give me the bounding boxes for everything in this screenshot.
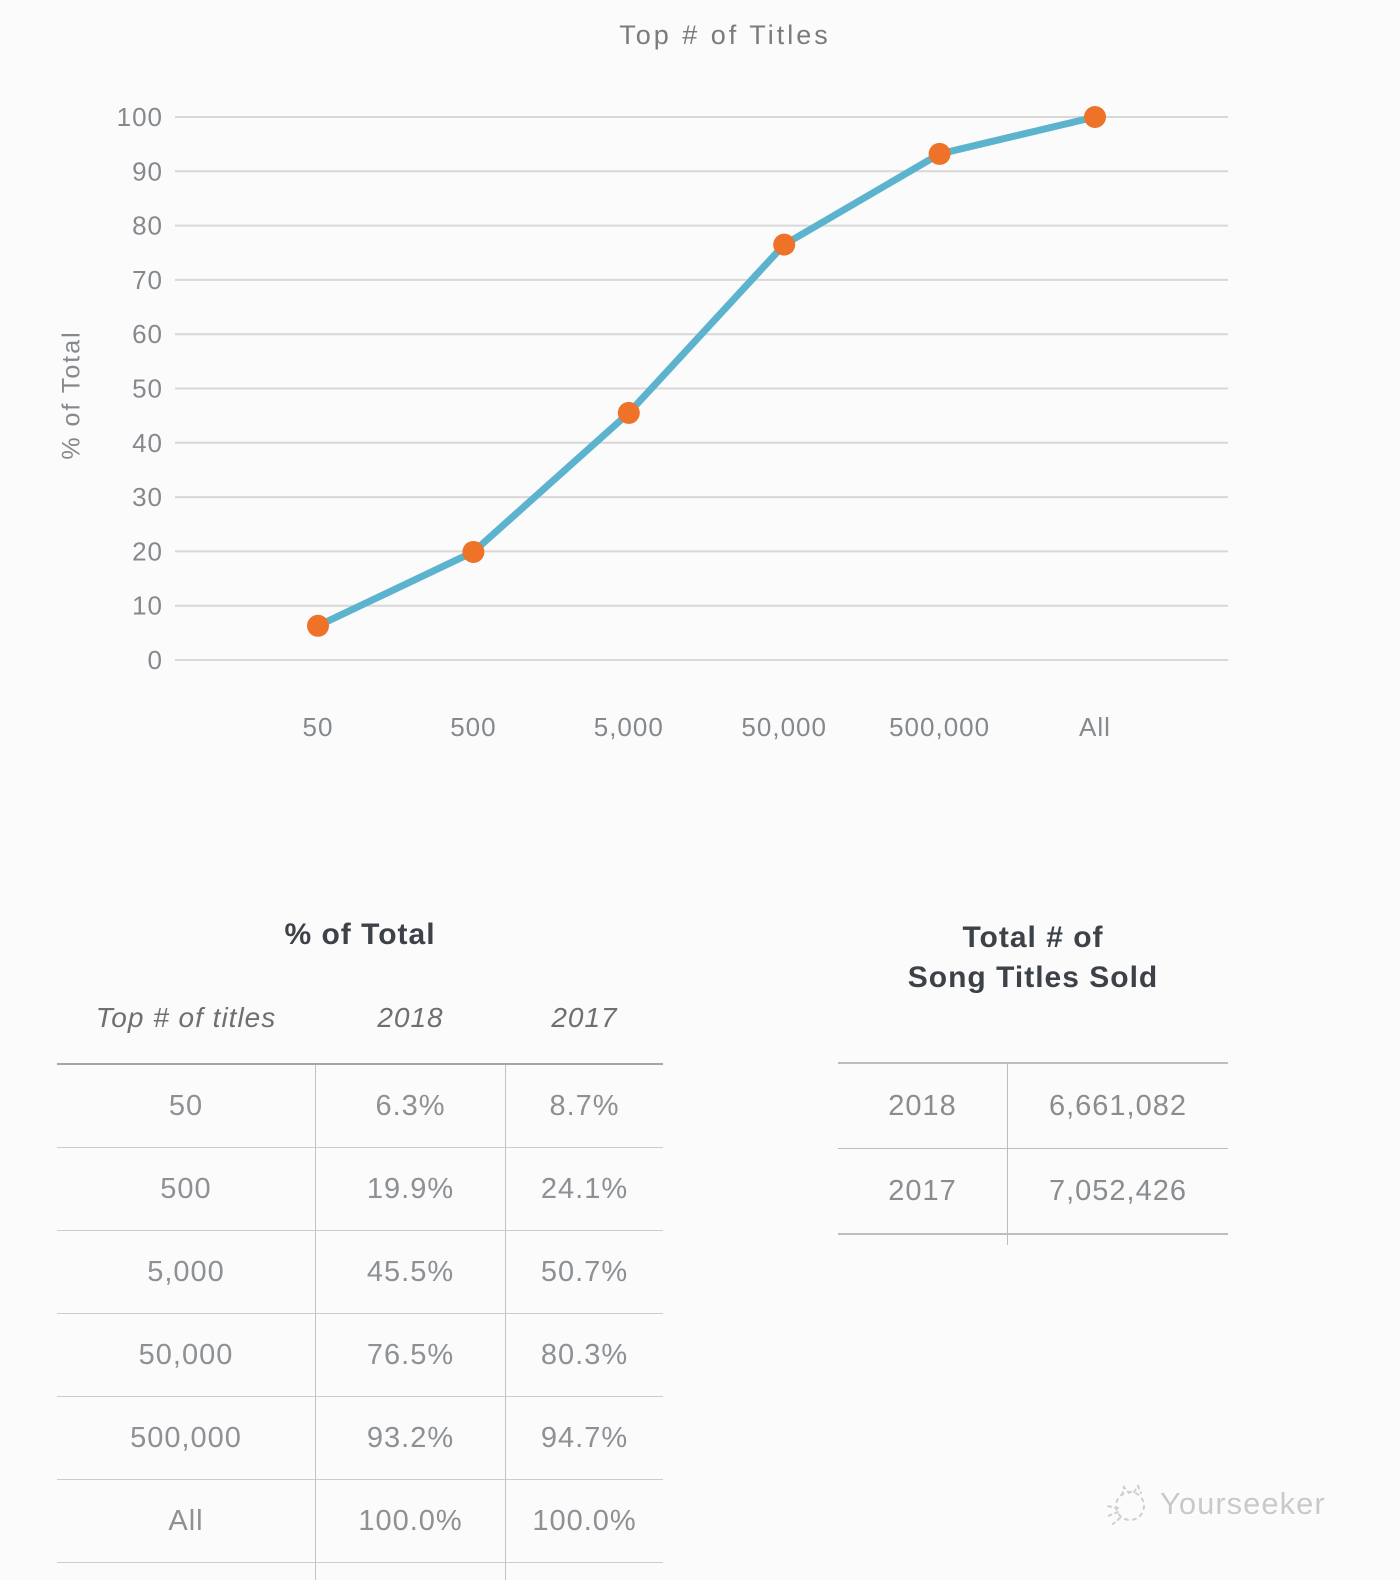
y-tick-label: 100 bbox=[117, 102, 163, 132]
right-table-title-line2: Song Titles Sold bbox=[907, 961, 1159, 994]
table-cell-total: 6,661,082 bbox=[1007, 1064, 1228, 1149]
table-cell-label: All bbox=[57, 1480, 315, 1563]
column-header-titles: Top # of titles bbox=[95, 1002, 277, 1033]
table-cell-2017: 50.7% bbox=[506, 1231, 663, 1314]
x-tick-label: 500 bbox=[450, 712, 496, 742]
right-table-title: Total # of Song Titles Sold bbox=[838, 918, 1228, 998]
x-tick-label: 50,000 bbox=[741, 712, 827, 742]
watermark: Yourseeker bbox=[1100, 1478, 1326, 1530]
table-cell-2017: 80.3% bbox=[506, 1314, 663, 1397]
right-table-title-line1: Total # of bbox=[962, 921, 1104, 954]
table-cell-2018: 76.5% bbox=[315, 1314, 506, 1397]
table-divider-extension bbox=[57, 1563, 663, 1580]
table-cell-label: 500,000 bbox=[57, 1397, 315, 1480]
table-row: 500,000 93.2% 94.7% bbox=[57, 1397, 663, 1480]
table-cell-2018: 100.0% bbox=[315, 1480, 506, 1563]
cat-doodle-icon bbox=[1106, 1483, 1145, 1525]
table-cell-label: 500 bbox=[57, 1148, 315, 1231]
table-cell-2017: 8.7% bbox=[506, 1065, 663, 1148]
left-table-header: Top # of titles 2018 2017 bbox=[57, 1002, 663, 1034]
y-tick-label: 80 bbox=[132, 211, 163, 241]
table-row: 5,000 45.5% 50.7% bbox=[57, 1231, 663, 1314]
table-cell-label: 50 bbox=[57, 1065, 315, 1148]
table-cell-year: 2017 bbox=[838, 1149, 1007, 1235]
table-row: 50 6.3% 8.7% bbox=[57, 1065, 663, 1148]
y-tick-label: 30 bbox=[132, 482, 163, 512]
table-row: All 100.0% 100.0% bbox=[57, 1480, 663, 1563]
y-tick-label: 0 bbox=[148, 645, 163, 675]
data-point bbox=[462, 540, 485, 563]
y-tick-label: 60 bbox=[132, 319, 163, 349]
chart-line-2018 bbox=[314, 113, 1099, 630]
line-chart: 0 10 20 30 40 50 60 70 80 90 100 50 500 5,000 50,000 50… bbox=[117, 102, 1228, 742]
table-cell-2017: 100.0% bbox=[506, 1480, 663, 1563]
table-row: 2018 6,661,082 bbox=[838, 1064, 1228, 1149]
data-point bbox=[617, 401, 640, 424]
chart-title: Top # of Titles bbox=[619, 20, 831, 50]
table-divider-extension bbox=[838, 1235, 1228, 1245]
data-point bbox=[928, 142, 951, 165]
table-cell-2017: 24.1% bbox=[506, 1148, 663, 1231]
y-tick-label: 70 bbox=[132, 265, 163, 295]
table-row: 2017 7,052,426 bbox=[838, 1149, 1228, 1235]
watermark-label: Yourseeker bbox=[1160, 1486, 1326, 1521]
table-cell-label: 5,000 bbox=[57, 1231, 315, 1314]
right-table: 2018 6,661,082 2017 7,052,426 bbox=[838, 1062, 1228, 1245]
y-tick-label: 20 bbox=[132, 536, 163, 566]
table-cell-2018: 93.2% bbox=[315, 1397, 506, 1480]
table-cell-2018: 6.3% bbox=[315, 1065, 506, 1148]
table-row: 50,000 76.5% 80.3% bbox=[57, 1314, 663, 1397]
table-cell-2018: 45.5% bbox=[315, 1231, 506, 1314]
data-point bbox=[1084, 106, 1106, 128]
y-tick-label: 10 bbox=[132, 591, 163, 621]
table-cell-total: 7,052,426 bbox=[1007, 1149, 1228, 1235]
table-cell-year: 2018 bbox=[838, 1064, 1007, 1149]
table-cell-2018: 19.9% bbox=[315, 1148, 506, 1231]
table-row: 500 19.9% 24.1% bbox=[57, 1148, 663, 1231]
table-cell-2017: 94.7% bbox=[506, 1397, 663, 1480]
y-tick-label: 40 bbox=[132, 428, 163, 458]
column-header-2018: 2018 bbox=[377, 1002, 444, 1033]
y-tick-label: 90 bbox=[132, 156, 163, 186]
x-tick-label: 500,000 bbox=[889, 712, 990, 742]
data-point bbox=[307, 614, 329, 637]
left-table-title: % of Total bbox=[284, 918, 436, 951]
x-tick-label: All bbox=[1079, 712, 1111, 742]
table-cell-label: 50,000 bbox=[57, 1314, 315, 1397]
x-tick-label: 50 bbox=[303, 712, 334, 742]
data-point bbox=[773, 233, 796, 256]
x-tick-label: 5,000 bbox=[594, 712, 664, 742]
column-header-2017: 2017 bbox=[551, 1002, 618, 1033]
y-tick-label: 50 bbox=[132, 374, 163, 404]
left-table: 50 6.3% 8.7% 500 19.9% 24.1% 5,000 45.5%… bbox=[57, 1063, 663, 1580]
